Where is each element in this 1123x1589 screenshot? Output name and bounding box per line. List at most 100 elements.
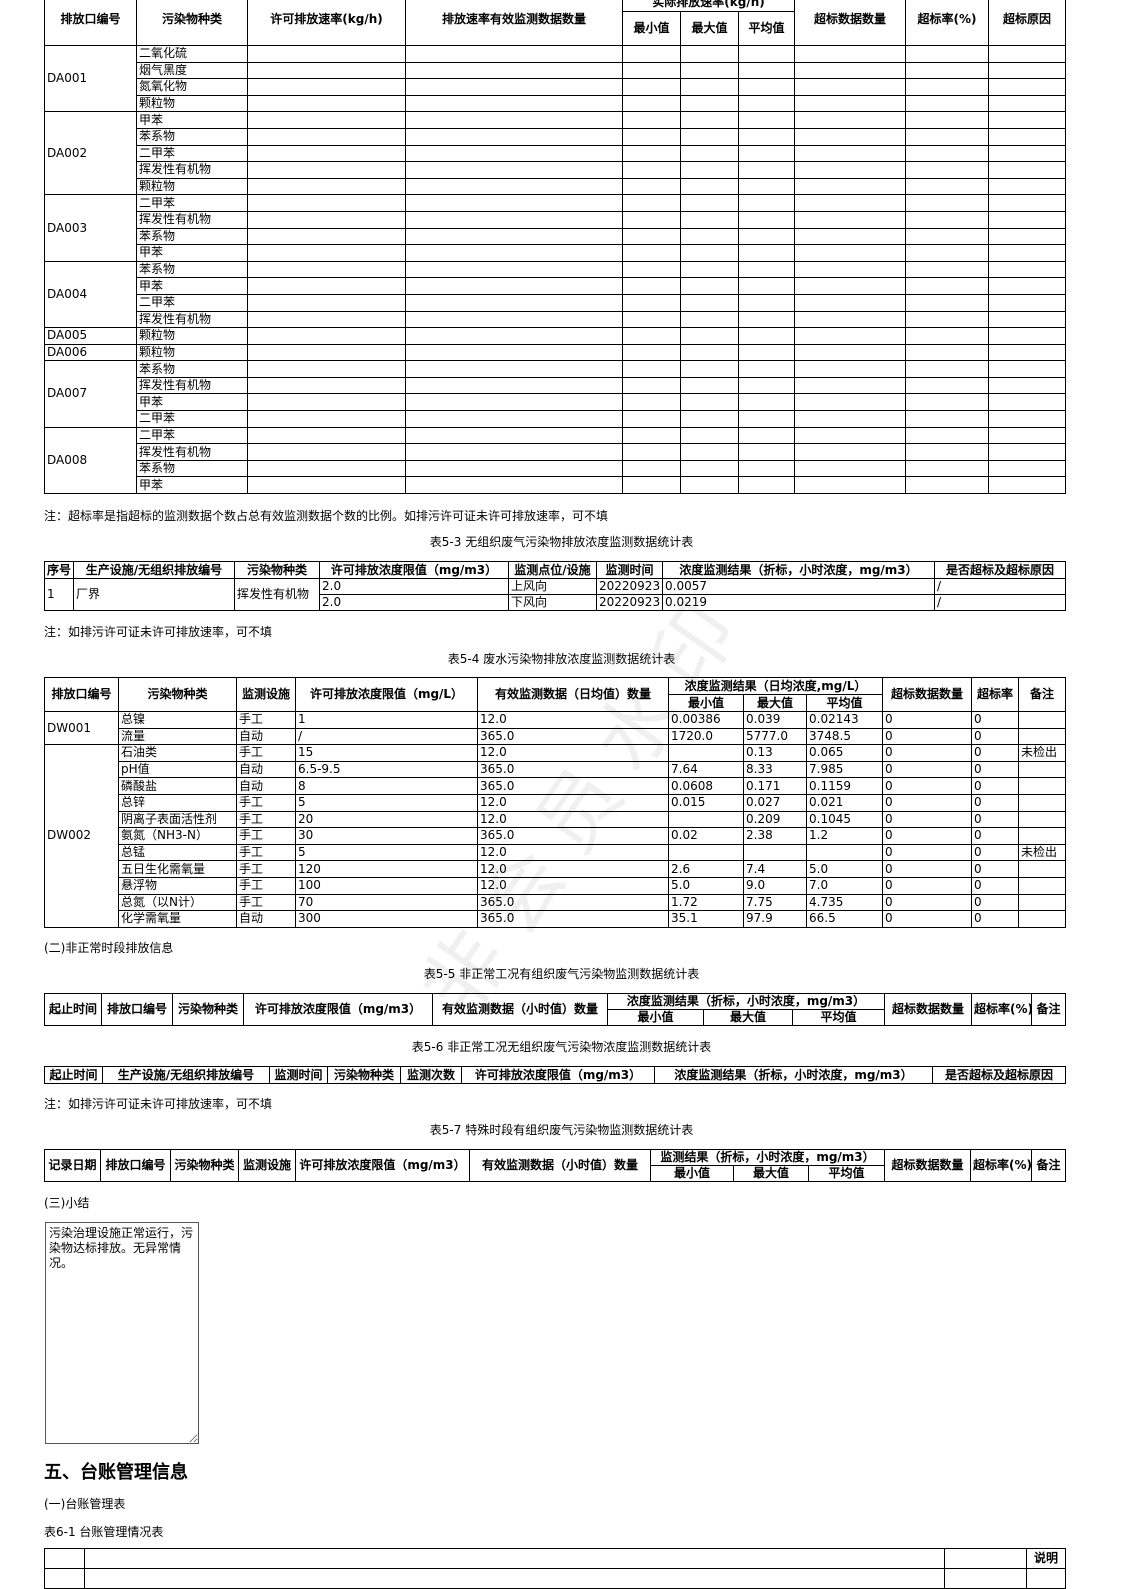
cell [247, 111, 406, 129]
table-row: 五日生化需氧量 手工 120 12.0 2.6 7.4 5.0 0 0 [45, 860, 1067, 878]
cell [1018, 910, 1067, 928]
cell: 0 [971, 893, 1020, 912]
cell: 20 [295, 810, 478, 829]
cell [622, 161, 681, 179]
cell [405, 161, 623, 179]
cell: 0 [971, 760, 1020, 779]
cell [405, 111, 623, 129]
table-row: DW002 石油类 手工 15 12.0 0.13 0.065 0 0 未检出 [44, 744, 1067, 928]
header-cell: 排放口编号 [100, 1149, 171, 1182]
cell: 15 [295, 744, 478, 762]
cell: 0.0057 [662, 578, 935, 595]
cell: 氮氧化物 [136, 78, 248, 96]
cell: 颗粒物 [136, 327, 248, 345]
cell [622, 210, 681, 229]
cell: 1 [295, 711, 478, 729]
table-row: 二甲苯 [45, 144, 1066, 163]
cell: 300 [295, 910, 478, 928]
table-row: DA007 苯系物 [44, 360, 1066, 428]
table-wrap: 起止时间 生产设施/无组织排放编号 监测时间 污染物种类 监测次数 许可排放浓度限值（mg… [44, 1066, 1066, 1084]
table-row: 甲苯 [45, 277, 1066, 295]
cell [680, 227, 739, 246]
header-cell: 是否超标及超标原因 [932, 1066, 1066, 1084]
header-cell: 记录日期 [44, 1149, 101, 1182]
cell [405, 210, 623, 229]
cell: 5.0 [805, 860, 884, 878]
cell [905, 61, 989, 80]
header-cell: 生产设施/无组织排放编号 [73, 561, 235, 579]
cell: 0.02 [668, 827, 744, 845]
cell: 自动 [236, 727, 296, 746]
cell [738, 410, 795, 428]
summary-textarea[interactable]: 污染治理设施正常运行，污染物达标排放。无异常情况。 [45, 1222, 199, 1444]
cell [988, 476, 1066, 495]
cell: 1 [44, 578, 74, 611]
cell: 0.13 [743, 744, 807, 762]
cell [405, 277, 623, 295]
header-row: 最小值 最大值 平均值 [45, 1009, 1066, 1026]
cell [738, 277, 795, 295]
cell [988, 161, 1066, 179]
header-cell: 生产设施/无组织排放编号 [102, 1066, 270, 1084]
cell [680, 476, 739, 495]
cell: 烟气黑度 [136, 61, 248, 80]
cell: 2.0 [319, 578, 509, 595]
cell [794, 61, 906, 80]
cell: 100 [295, 876, 478, 895]
cell: 8 [295, 777, 478, 795]
cell: 2.0 [319, 594, 509, 611]
cell: 手工 [236, 711, 296, 729]
header-cell: 浓度监测结果（折标，小时浓度，mg/m3） [662, 561, 935, 579]
cell [405, 360, 623, 378]
cell: 0 [971, 727, 1020, 746]
table: 起止时间 排放口编号 污染物种类 许可排放浓度限值（mg/m3） 有效监测数据（小时值）… [44, 993, 1067, 1026]
table-row: 挥发性有机物 [45, 310, 1066, 329]
cell: 手工 [236, 860, 296, 878]
cell [247, 127, 406, 146]
cell [794, 161, 906, 179]
cell [1018, 727, 1067, 746]
cell [905, 127, 989, 146]
cell [988, 410, 1066, 428]
cell [405, 260, 623, 279]
cell: 12.0 [477, 810, 669, 829]
cell [1018, 876, 1067, 895]
cell [247, 459, 406, 478]
cell [1026, 1568, 1066, 1589]
header-cell: 备注 [1018, 677, 1067, 712]
cell: 手工 [236, 843, 296, 862]
cell [1018, 827, 1067, 845]
cell [988, 61, 1066, 80]
cell: 35.1 [668, 910, 744, 928]
cell: 2.6 [668, 860, 744, 878]
header-cell: 超标数据数量 [882, 677, 973, 712]
cell [405, 227, 623, 246]
cell [622, 376, 681, 395]
cell [1018, 777, 1067, 795]
table-caption: 表5-6 非正常工况无组织废气污染物浓度监测数据统计表 [411, 1040, 712, 1054]
cell [794, 293, 906, 312]
cell [247, 194, 406, 212]
cell: 0.00386 [668, 711, 744, 729]
cell [668, 744, 744, 762]
cell: 30 [295, 827, 478, 845]
cell [622, 293, 681, 312]
header-cell: 最小值 [668, 694, 744, 712]
cell [247, 61, 406, 80]
cell [905, 476, 989, 495]
header-row: 最小值 最大值 平均值 [45, 1165, 1066, 1182]
cell [247, 426, 406, 445]
cell [247, 343, 406, 362]
cell: 流量 [118, 727, 237, 746]
cell: DW001 [44, 710, 119, 746]
header-group-cell: 实际排放速率(kg/h) [622, 0, 795, 12]
cell: 0 [882, 727, 973, 746]
table-row: 磷酸盐 自动 8 365.0 0.0608 0.171 0.1159 0 0 [45, 777, 1067, 795]
cell: 9.0 [743, 876, 807, 895]
cell: 0.027 [743, 793, 807, 812]
cell [794, 244, 906, 262]
header-cell: 许可排放浓度限值（mg/m3） [319, 561, 509, 579]
cell: 五日生化需氧量 [118, 860, 237, 878]
cell [988, 111, 1066, 129]
